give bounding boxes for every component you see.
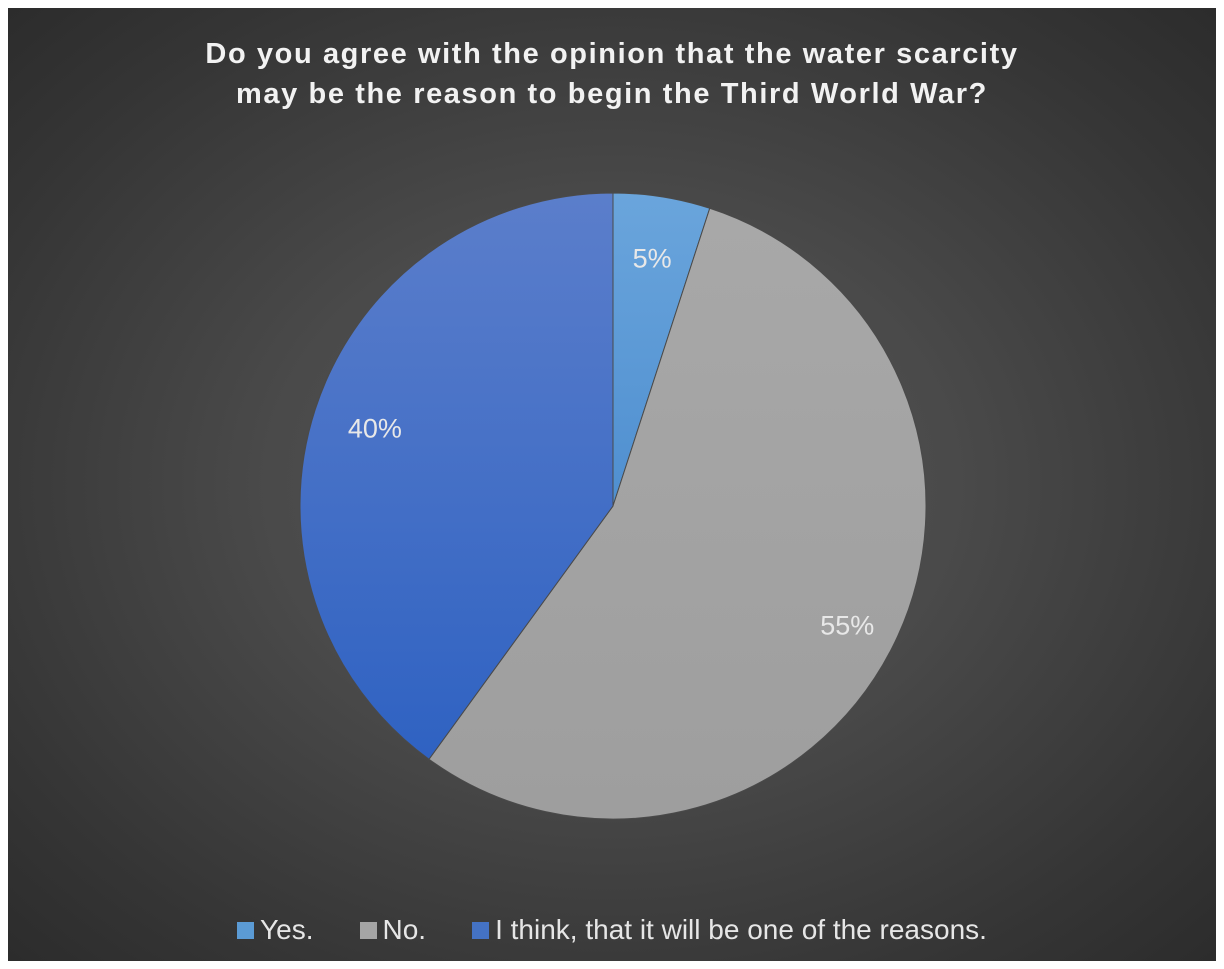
legend-item-yes[interactable]: Yes. [237,914,314,946]
data-label-yes: 5% [633,244,672,274]
pie-slice-one-of-reasons[interactable] [299,192,614,760]
legend-item-no[interactable]: No. [359,914,427,946]
chart-area: Do you agree with the opinion that the w… [8,8,1216,961]
chart-title-line-1: Do you agree with the opinion that the w… [205,38,1019,70]
legend-label-no: No. [382,914,427,945]
legend-item-one-of-reasons[interactable]: I think, that it will be one of the reas… [472,914,987,946]
pie-chart: 5% 55% 40% [299,192,927,820]
chart-title: Do you agree with the opinion that the w… [8,34,1216,114]
legend-swatch-yes [237,921,255,939]
data-label-no: 55% [820,610,874,640]
data-label-one-of-reasons: 40% [348,414,402,444]
pie-slice-no[interactable] [428,207,927,820]
chart-title-line-2: may be the reason to begin the Third Wor… [236,78,988,110]
legend-label-yes: Yes. [260,914,314,945]
legend-swatch-no [359,921,377,939]
legend-label-one-of-reasons: I think, that it will be one of the reas… [495,914,987,945]
legend: Yes. No. I think, that it will be one of… [8,914,1216,946]
legend-swatch-one-of-reasons [472,921,490,939]
